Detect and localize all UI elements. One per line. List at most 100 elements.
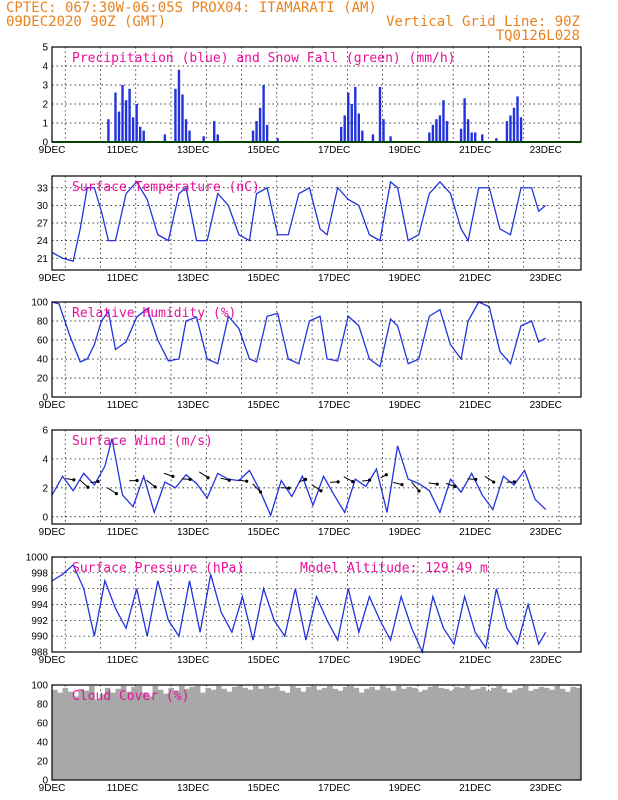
cloud-bar xyxy=(570,686,577,780)
wind-arrow-head xyxy=(351,480,355,484)
wind-arrow xyxy=(343,476,353,483)
y-tick-label: 3 xyxy=(42,81,48,92)
precip-bar xyxy=(107,119,110,142)
panel-1: 0 1 2 3 4 5 Precipitation (blue) and Snow Fall… xyxy=(39,43,582,156)
cloud-bar xyxy=(194,685,201,780)
y-tick-label: 994 xyxy=(31,600,48,611)
x-tick-label: 13DEC xyxy=(177,400,209,411)
cloud-bar xyxy=(290,685,296,780)
wind-arrow-head xyxy=(287,486,291,490)
wind-arrow-head xyxy=(435,482,439,486)
cloud-bar xyxy=(57,692,63,780)
wind-arrow-head xyxy=(492,480,496,484)
cloud-bar xyxy=(284,692,291,780)
cloud-bar xyxy=(528,690,534,780)
cloud-bar xyxy=(353,687,360,780)
cloud-bar xyxy=(99,694,106,780)
x-tick-label: 9DEC xyxy=(39,527,66,538)
precip-bar xyxy=(135,104,138,142)
x-tick-label: 13DEC xyxy=(177,655,209,666)
wind-arrow-head xyxy=(417,489,421,493)
x-tick-label: 23DEC xyxy=(530,273,562,284)
precip-bar xyxy=(445,121,449,142)
cloud-bar xyxy=(369,686,375,780)
y-tick-label: 100 xyxy=(31,298,48,309)
cloud-bar xyxy=(221,688,227,780)
y-tick-label: 30 xyxy=(37,201,49,212)
wind-arrow-head xyxy=(336,480,340,484)
panel-frame xyxy=(51,46,582,143)
precip-bar xyxy=(131,117,135,142)
cloud-bar xyxy=(390,690,397,780)
x-tick-label: 11DEC xyxy=(107,783,139,794)
x-tick-label: 23DEC xyxy=(530,655,562,666)
panel-4: 0 2 4 6 Surface Wind (m/s) 9DEC 11DEC 13DEC 15DE… xyxy=(39,426,582,538)
x-tick-label: 11DEC xyxy=(107,145,139,156)
wind-arrow-head xyxy=(319,489,323,493)
cloud-bar xyxy=(454,686,460,780)
x-tick-label: 21DEC xyxy=(459,527,491,538)
cloud-bar xyxy=(168,687,174,780)
cloud-bar xyxy=(364,688,370,780)
y-tick-label: 1000 xyxy=(26,553,49,564)
cloud-bar xyxy=(131,686,137,780)
cloud-bar xyxy=(147,696,153,780)
wind-arrow xyxy=(79,479,89,488)
precip-bar xyxy=(350,104,353,142)
x-tick-label: 17DEC xyxy=(318,783,350,794)
cloud-bar xyxy=(427,686,434,780)
x-tick-label: 15DEC xyxy=(247,783,279,794)
precip-bar xyxy=(442,100,445,142)
x-tick-label: 19DEC xyxy=(389,527,421,538)
cloud-bar xyxy=(448,690,455,780)
cloud-bar xyxy=(242,687,249,780)
cloud-bar xyxy=(247,689,254,780)
cloud-bar xyxy=(152,685,159,780)
precip-bar xyxy=(431,124,435,142)
cloud-bar xyxy=(575,687,582,780)
header-model-id: TQ0126L028 xyxy=(496,28,580,44)
x-tick-label: 13DEC xyxy=(177,783,209,794)
panel-3: 0 20 40 60 80 100 Relative Humidity (%) 9DEC 11D… xyxy=(31,298,582,411)
x-tick-label: 23DEC xyxy=(530,145,562,156)
precip-bar xyxy=(438,115,442,142)
x-tick-label: 13DEC xyxy=(177,145,209,156)
x-tick-label: 11DEC xyxy=(107,655,139,666)
cloud-bar xyxy=(374,689,381,780)
header: CPTEC: 067:30W-06:05S PROX04: ITAMARATI … xyxy=(6,0,580,44)
cloud-bar xyxy=(327,685,333,780)
y-tick-label: 996 xyxy=(31,584,48,595)
x-tick-label: 17DEC xyxy=(318,400,350,411)
precip-bar xyxy=(474,132,477,142)
precip-bar xyxy=(216,134,219,142)
cloud-bar xyxy=(417,691,423,780)
cloud-bar xyxy=(321,687,328,780)
precip-bar xyxy=(251,130,255,142)
wind-arrow-head xyxy=(96,479,100,484)
cloud-bar xyxy=(184,688,190,780)
wind-arrow-head xyxy=(72,478,76,482)
precip-bar xyxy=(481,134,484,142)
x-tick-label: 9DEC xyxy=(39,145,66,156)
y-tick-label: 0 xyxy=(42,776,48,787)
precip-bar xyxy=(428,132,431,142)
y-tick-label: 6 xyxy=(42,426,48,437)
wind-arrow-head xyxy=(206,476,210,480)
cloud-bar xyxy=(411,687,418,780)
cloud-bar xyxy=(305,686,312,780)
y-tick-label: 992 xyxy=(31,616,48,627)
precip-bar xyxy=(124,100,128,142)
y-tick-label: 60 xyxy=(37,719,49,730)
y-tick-label: 24 xyxy=(37,236,49,247)
cloud-bar xyxy=(475,688,481,780)
cloud-bar xyxy=(157,689,164,780)
precip-bar xyxy=(184,119,188,142)
cloud-bar xyxy=(543,687,550,780)
precip-bar xyxy=(181,94,184,142)
cloud-bar xyxy=(517,687,524,780)
cloud-bar xyxy=(189,686,196,780)
y-tick-label: 5 xyxy=(42,43,48,54)
y-tick-label: 60 xyxy=(37,336,49,347)
y-tick-label: 0 xyxy=(42,393,48,404)
x-tick-label: 15DEC xyxy=(247,145,279,156)
